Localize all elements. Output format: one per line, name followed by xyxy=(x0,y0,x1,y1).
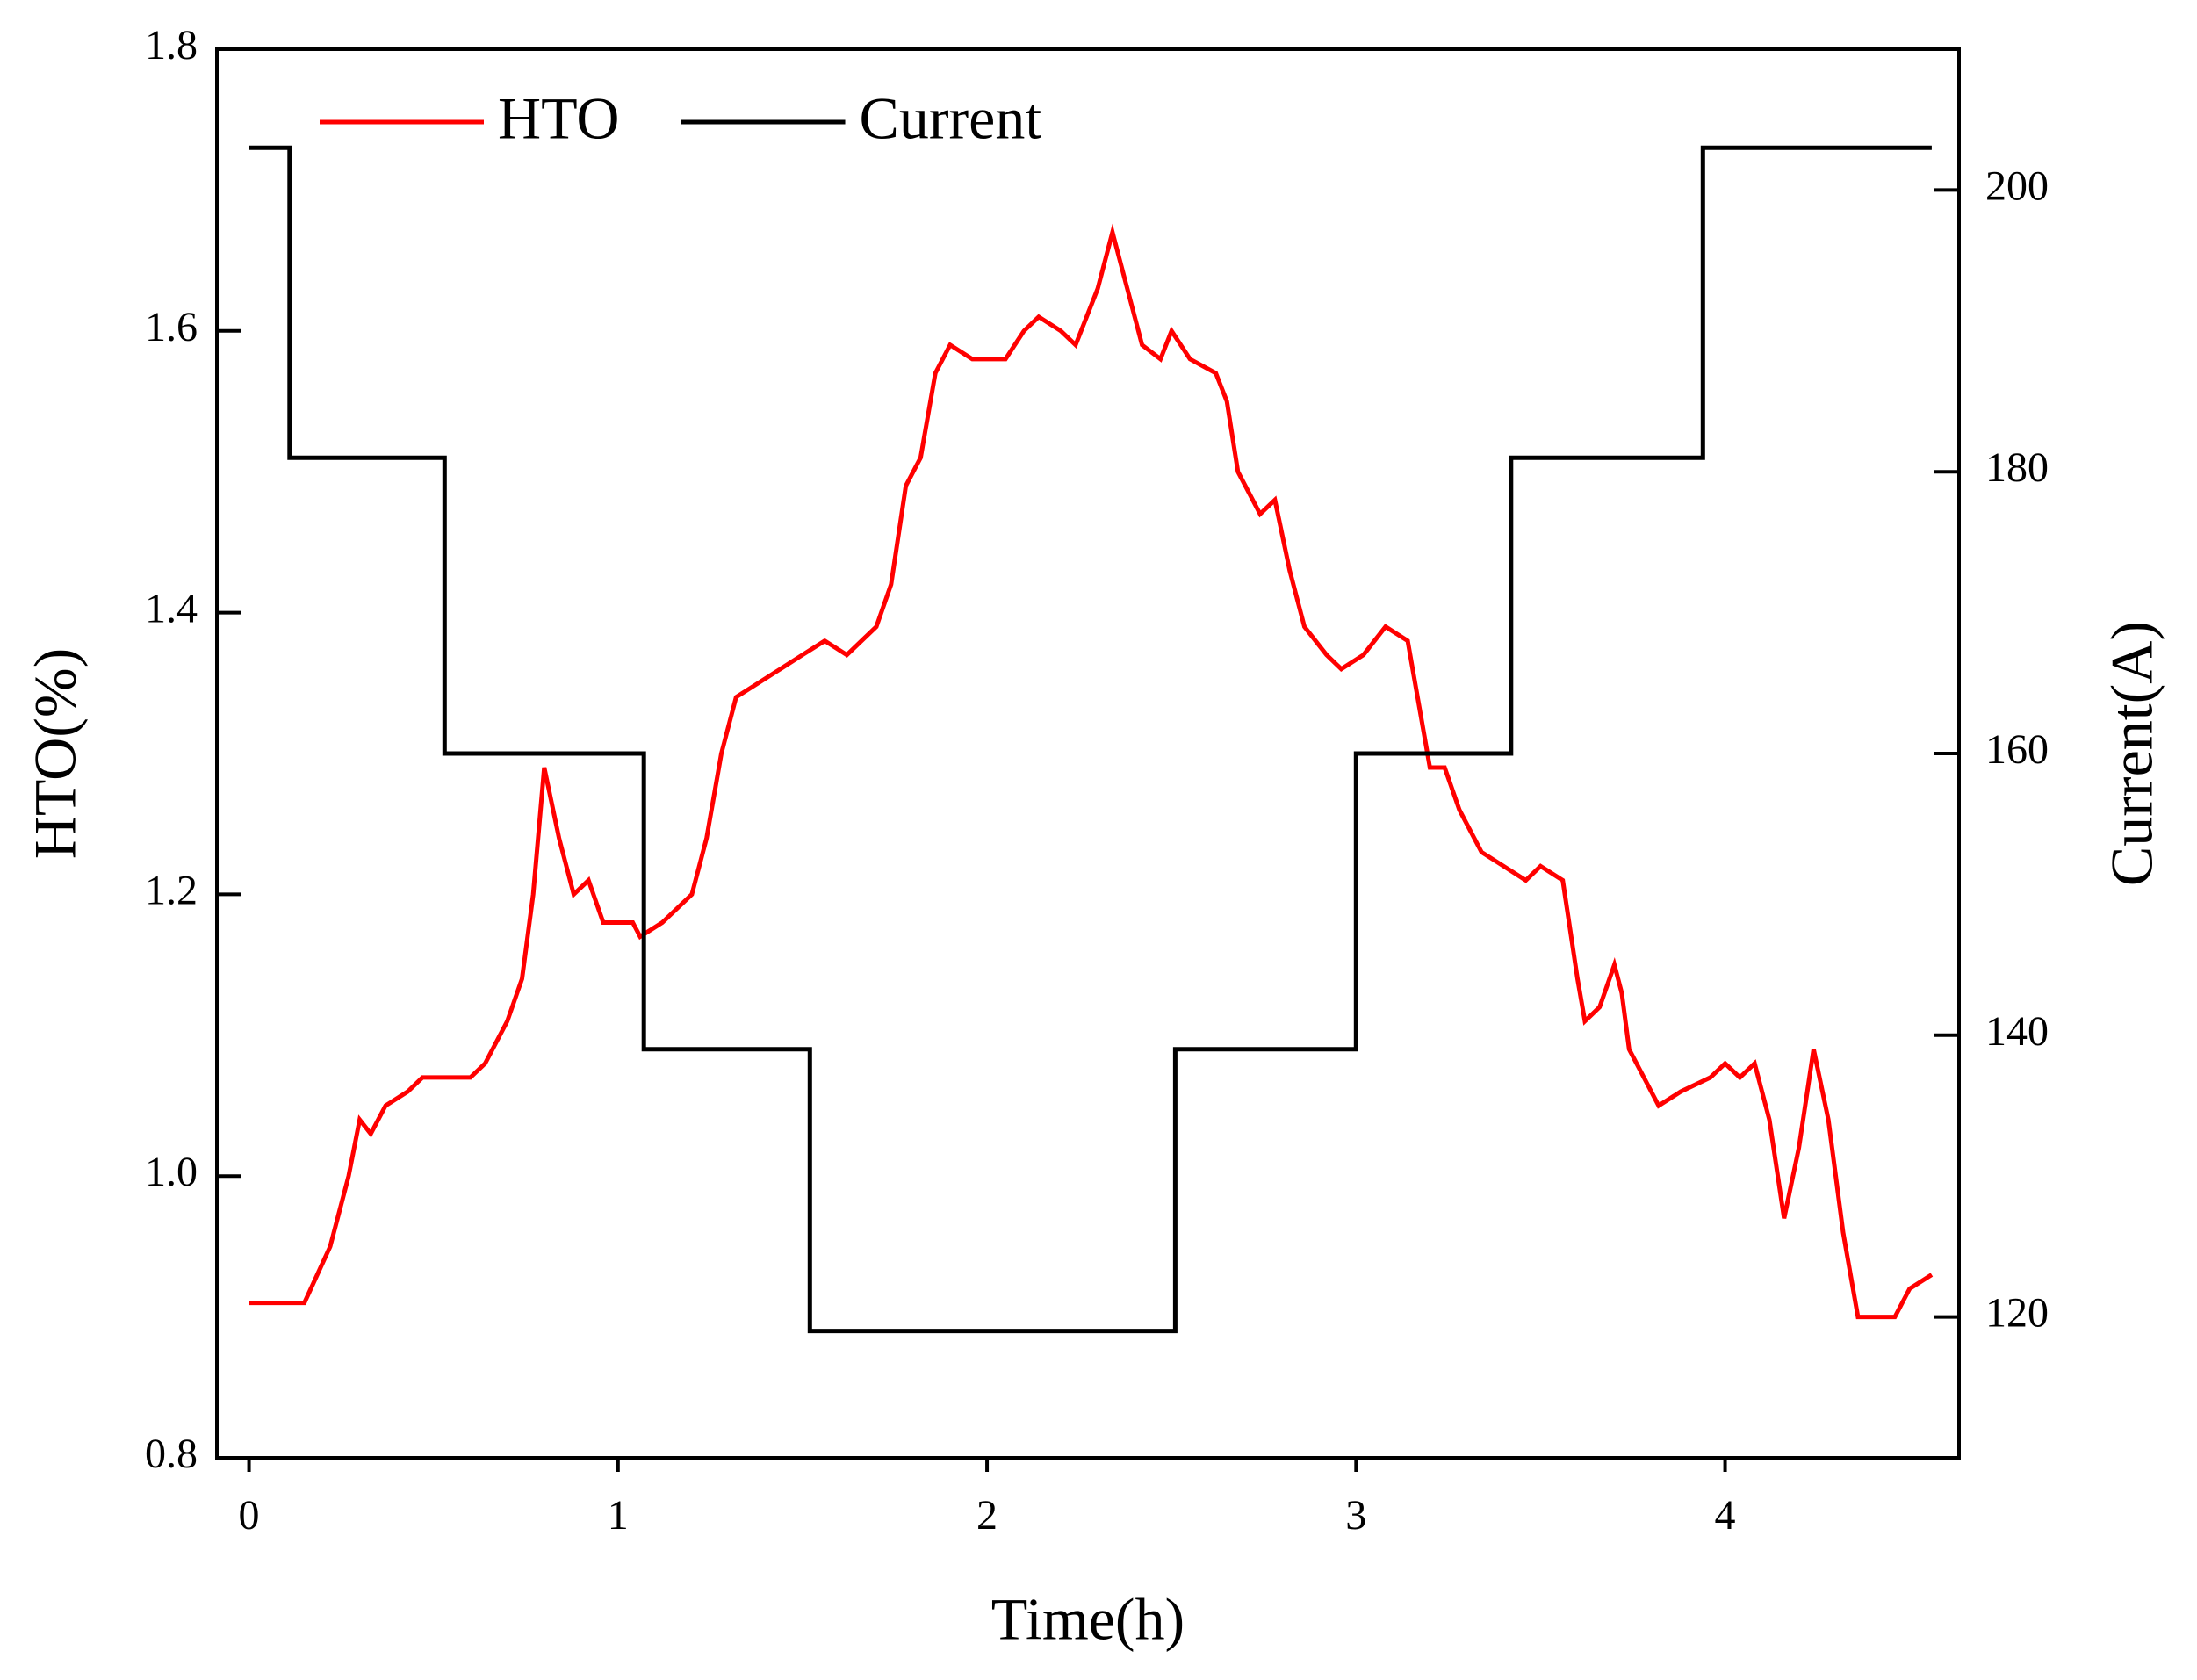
series-line xyxy=(249,223,1934,1320)
y-axis-label: HTO(%) xyxy=(22,648,89,859)
y-tick-label: 1.6 xyxy=(145,304,198,350)
y2-tick-label: 200 xyxy=(1985,162,2049,209)
y2-tick-label: 180 xyxy=(1985,444,2049,491)
x-tick-label: 2 xyxy=(976,1492,998,1539)
x-tick-label: 0 xyxy=(239,1492,260,1539)
plot-frame xyxy=(215,47,1961,1460)
y2-tick-label: 120 xyxy=(1985,1290,2049,1337)
x-tick-label: 1 xyxy=(608,1492,629,1539)
series-line xyxy=(249,145,1932,1334)
y2-tick-label: 140 xyxy=(1985,1008,2049,1055)
y-tick-label: 1.4 xyxy=(145,586,198,632)
x-tick-label: 3 xyxy=(1345,1492,1366,1539)
y2-tick-label: 160 xyxy=(1985,726,2049,773)
y-tick-label: 0.8 xyxy=(145,1431,198,1477)
x-axis-label: Time(h) xyxy=(991,1586,1185,1653)
y-tick-label: 1.2 xyxy=(145,867,198,913)
y-tick-label: 1.0 xyxy=(145,1149,198,1195)
y-tick-label: 1.8 xyxy=(145,22,198,68)
x-tick-label: 4 xyxy=(1715,1492,1736,1539)
y2-axis-label: Current(A) xyxy=(2099,621,2165,886)
legend-label: Current xyxy=(860,85,1042,152)
legend-label: HTO xyxy=(498,85,620,152)
